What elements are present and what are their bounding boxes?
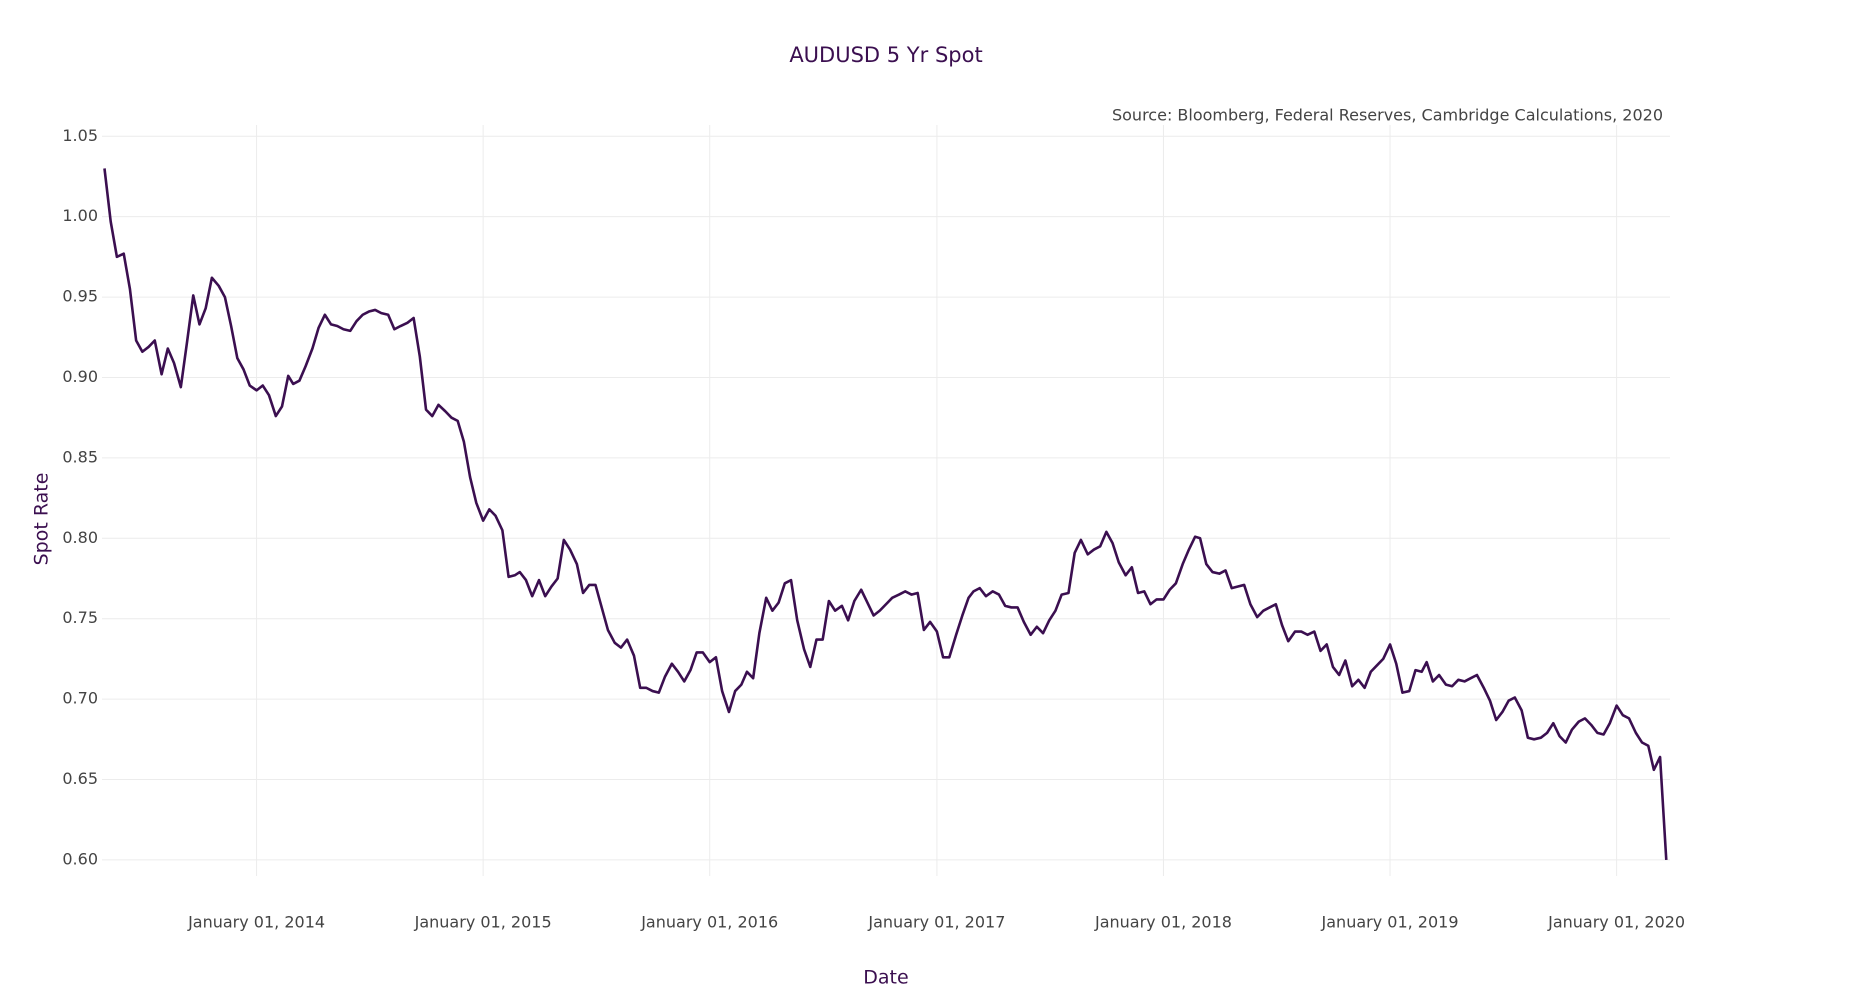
x-tick-label: January 01, 2019	[1321, 913, 1459, 932]
y-axis-title: Spot Rate	[31, 473, 53, 566]
y-tick-label: 0.60	[62, 849, 98, 868]
y-tick-label: 1.00	[62, 206, 98, 225]
x-tick-label: January 01, 2014	[187, 913, 325, 932]
y-tick-label: 0.85	[62, 447, 98, 466]
y-tick-label: 0.65	[62, 769, 98, 788]
x-tick-label: January 01, 2016	[640, 913, 778, 932]
y-tick-label: 0.95	[62, 287, 98, 306]
x-tick-label: January 01, 2017	[867, 913, 1005, 932]
y-tick-label: 0.90	[62, 367, 98, 386]
x-tick-label: January 01, 2018	[1094, 913, 1232, 932]
y-tick-label: 0.80	[62, 528, 98, 547]
x-axis-title: Date	[863, 967, 908, 989]
y-tick-label: 0.75	[62, 608, 98, 627]
x-tick-label: January 01, 2015	[414, 913, 552, 932]
y-tick-label: 1.05	[62, 126, 98, 145]
x-tick-label: January 01, 2020	[1547, 913, 1685, 932]
chart-title: AUDUSD 5 Yr Spot	[789, 43, 982, 67]
source-note: Source: Bloomberg, Federal Reserves, Cam…	[1112, 106, 1663, 125]
y-tick-label: 0.70	[62, 689, 98, 708]
data-line	[103, 168, 1668, 860]
